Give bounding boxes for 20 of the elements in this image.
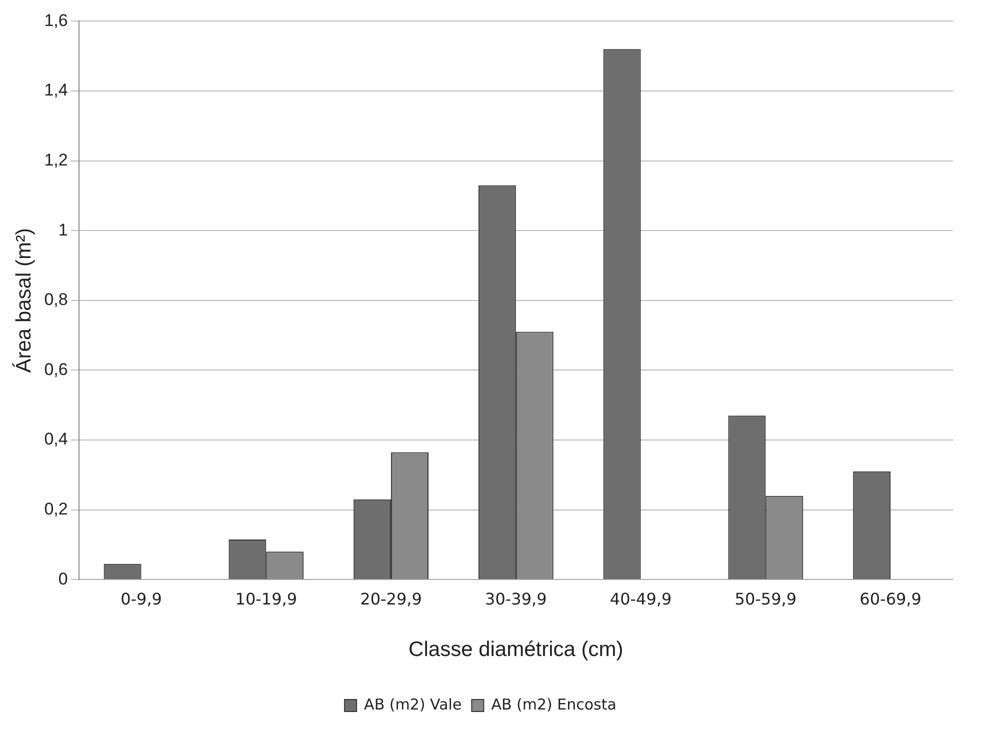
y-axis-title: Área basal (m²) bbox=[11, 228, 36, 373]
y-tick-label: 0,6 bbox=[44, 360, 68, 379]
x-axis-title: Classe diamétrica (cm) bbox=[408, 638, 624, 662]
y-tick-label: 1,6 bbox=[44, 10, 68, 30]
y-tick-label: 0 bbox=[58, 569, 68, 588]
x-tick-label: 10-19,9 bbox=[235, 589, 298, 608]
x-tick-label: 30-39,9 bbox=[485, 589, 547, 608]
y-tick-label: 0,8 bbox=[44, 290, 68, 310]
y-tick-label: 0,4 bbox=[44, 430, 68, 449]
y-tick-label: 1,4 bbox=[44, 80, 68, 100]
x-tick-label: 60-69,9 bbox=[860, 589, 922, 608]
x-tick-label: 20-29,9 bbox=[360, 589, 422, 608]
y-tick-label: 0,2 bbox=[44, 499, 68, 518]
x-tick-label: 0-9,9 bbox=[120, 589, 162, 608]
legend-label: AB (m2) Encosta bbox=[491, 695, 616, 714]
y-tick-label: 1,2 bbox=[44, 150, 68, 170]
legend-label: AB (m2) Vale bbox=[364, 695, 462, 714]
x-tick-label: 50-59,9 bbox=[734, 589, 797, 608]
y-tick-label: 1 bbox=[58, 220, 68, 240]
x-tick-label: 40-49,9 bbox=[610, 589, 672, 608]
